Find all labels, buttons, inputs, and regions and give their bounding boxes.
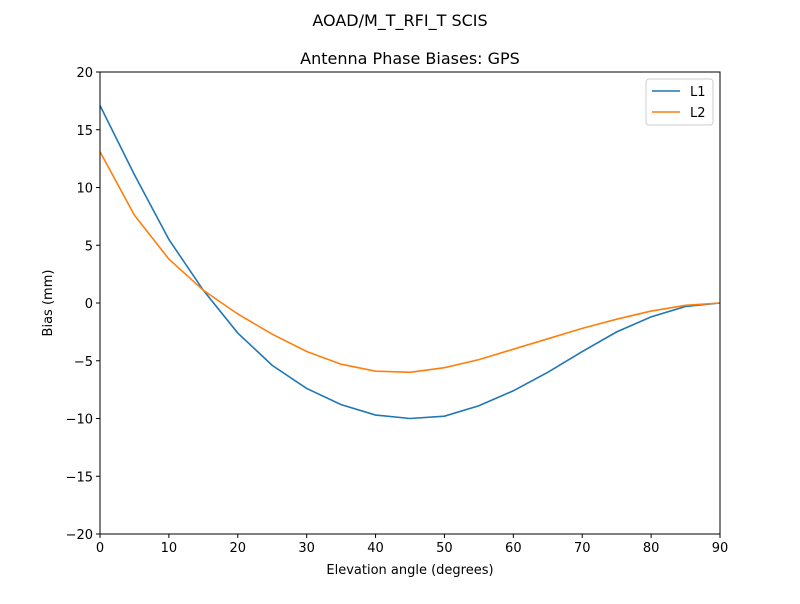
chart-title: Antenna Phase Biases: GPS (300, 49, 520, 68)
x-axis: 0 10 20 30 40 50 60 70 80 90 (96, 534, 728, 556)
y-tick-label: 5 (85, 239, 93, 254)
y-axis: −20 −15 −10 −5 0 5 10 15 20 (66, 66, 100, 543)
x-tick-label: 80 (643, 541, 660, 556)
axes-frame (99, 71, 721, 535)
x-tick-label: 90 (712, 541, 729, 556)
x-tick-label: 30 (298, 541, 315, 556)
y-axis-label: Bias (mm) (41, 270, 56, 337)
y-tick-label: 10 (76, 182, 93, 197)
y-tick-label: −20 (66, 528, 93, 543)
x-tick-label: 10 (161, 541, 178, 556)
x-tick-label: 20 (230, 541, 247, 556)
x-axis-label: Elevation angle (degrees) (326, 563, 493, 578)
legend-label-l1: L1 (690, 85, 706, 100)
x-tick-label: 50 (436, 541, 453, 556)
x-tick-label: 60 (505, 541, 522, 556)
y-tick-label: 15 (76, 124, 93, 139)
legend-label-l2: L2 (690, 106, 706, 121)
y-tick-label: −10 (66, 413, 93, 428)
series-line-l2 (99, 151, 721, 374)
y-tick-label: −5 (74, 355, 93, 370)
figure-suptitle: AOAD/M_T_RFI_T SCIS (312, 11, 487, 31)
plot-area (99, 105, 721, 420)
y-tick-label: −15 (66, 470, 93, 485)
x-tick-label: 70 (574, 541, 591, 556)
x-tick-label: 0 (96, 541, 104, 556)
x-tick-label: 40 (367, 541, 384, 556)
y-tick-label: 0 (85, 297, 93, 312)
y-tick-label: 20 (76, 66, 93, 81)
